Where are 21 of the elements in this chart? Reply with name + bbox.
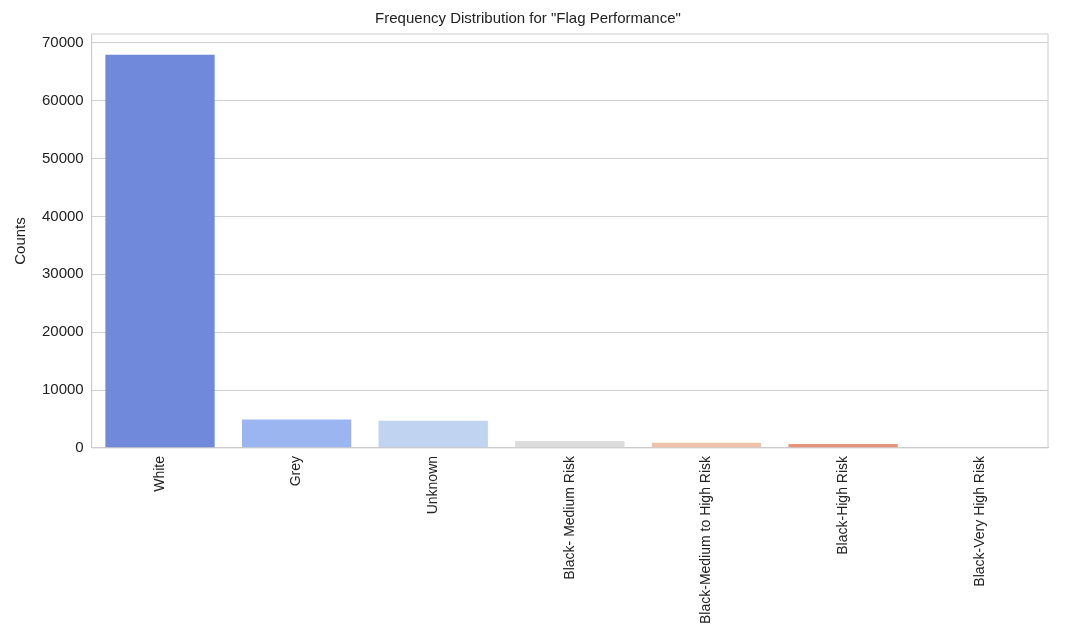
x-tick-label: Grey	[287, 455, 304, 487]
x-tick-label: Unknown	[424, 455, 441, 515]
bar	[105, 54, 215, 448]
y-tick-label: 30000	[41, 264, 84, 282]
x-tick-label: Black-High Risk	[833, 454, 850, 555]
x-tick-label: Black- Medium Risk	[560, 454, 577, 580]
y-tick-label: 0	[75, 438, 84, 456]
x-tick-label: Black-Very High Risk	[970, 454, 987, 587]
y-tick-label: 40000	[41, 206, 84, 224]
x-tick-label: Black-Medium to High Risk	[697, 454, 714, 625]
y-tick-label: 50000	[41, 148, 84, 166]
x-tick-label: White	[150, 455, 167, 492]
y-tick-label: 20000	[41, 322, 84, 340]
bar	[515, 441, 625, 448]
y-tick-label: 70000	[41, 32, 84, 50]
bar	[378, 420, 488, 448]
y-axis-title: Counts	[11, 217, 29, 265]
y-tick-label: 10000	[41, 380, 84, 398]
chart-title: Frequency Distribution for "Flag Performance"	[375, 9, 681, 27]
bar	[241, 419, 352, 448]
y-tick-label: 60000	[41, 90, 84, 108]
